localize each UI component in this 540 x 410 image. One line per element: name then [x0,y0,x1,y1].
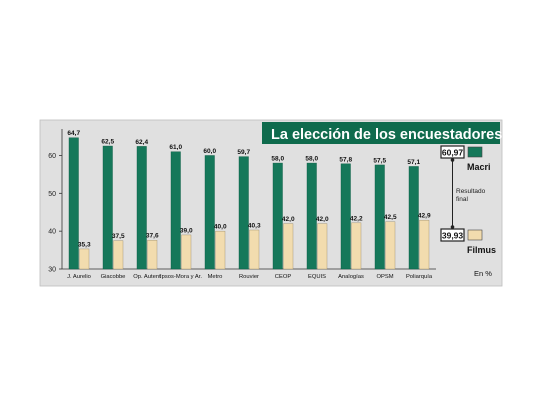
y-ticks: 30 40 50 60 [48,153,62,274]
filmus-result-box [440,228,465,242]
bar-macri [272,162,283,270]
filmus-result-value: 39,93 [442,231,464,241]
data-label-macri: 57,8 [339,156,352,163]
data-label-macri: 60,0 [203,148,216,155]
x-tick-label: J. Aurelio [67,274,91,280]
data-label-filmus: 35,3 [78,241,91,248]
final-result-label: Resultado final [456,188,487,203]
final-result-label-line-1: Resultado [456,188,486,195]
plot-area [62,129,436,269]
x-labels: J. Aurelio Giacobbe Op. Autent Ipsos-Mora y… [67,274,433,280]
data-label-filmus: 42,0 [282,216,295,223]
x-tick-label: CEOP [275,274,292,280]
y-tick-label: 30 [48,267,56,274]
bar-filmus [181,234,192,270]
data-label-filmus: 40,0 [214,224,227,231]
bar-filmus [317,223,328,270]
x-tick-label: Giacobbe [101,274,126,280]
data-label-filmus: 39,0 [180,227,193,234]
data-label-filmus: 37,6 [146,233,159,240]
bar-macri [136,146,147,270]
legend-swatch-macri [467,146,483,158]
chart-title: La elección de los encuestadores [271,127,502,143]
x-tick-label: Analogías [338,274,364,280]
y-tick-label: 60 [48,153,56,160]
y-tick-label: 40 [48,229,56,236]
legend-label-macri: Macri [467,162,491,172]
x-tick-label: OPSM [376,274,393,280]
data-label-macri: 57,5 [373,157,386,164]
bar-filmus [283,223,294,270]
bar-macri [306,162,317,270]
legend-label-filmus: Filmus [467,245,496,255]
bar-macri [374,164,385,270]
bar-macri [340,163,351,270]
legend-swatch-filmus [467,229,483,241]
x-tick-label: Ipsos-Mora y Ar. [160,274,202,280]
data-label-macri: 61,0 [169,144,182,151]
data-label-filmus: 37,5 [112,233,125,240]
data-label-macri: 58,0 [271,156,284,163]
data-label-macri: 64,7 [67,130,80,137]
x-tick-label: Metro [208,274,223,280]
bar-macri [170,151,181,270]
data-label-macri: 58,0 [305,156,318,163]
data-label-filmus: 42,2 [350,215,363,222]
bars [68,137,430,270]
final-result-label-line-2: final [456,196,468,203]
data-label-macri: 59,7 [237,149,250,156]
result-connector-dot-bottom [450,225,455,229]
bar-filmus [249,229,260,270]
data-label-filmus: 40,3 [248,223,261,230]
bar-filmus [419,219,430,270]
bar-filmus [79,248,90,270]
bar-filmus [385,221,396,270]
bar-filmus [147,240,158,270]
bar-macri [102,145,113,270]
data-label-filmus: 42,9 [418,213,431,220]
data-label-macri: 62,5 [101,139,114,146]
unit-label: En % [474,269,492,278]
bar-filmus [351,222,362,270]
result-connector-dot-top [450,158,455,162]
bar-filmus [113,240,124,270]
bar-labels: 64,7 35,3 62,5 37,5 62,4 37,6 61,0 39,0 60,0 40,0… [67,130,431,248]
data-label-filmus: 42,0 [316,216,329,223]
bar-macri [204,155,215,270]
y-tick-label: 50 [48,191,56,198]
x-tick-label: Op. Autent [133,274,161,280]
bar-macri [238,156,249,270]
data-label-macri: 62,4 [135,139,148,146]
bar-macri [408,166,419,270]
bar-macri [68,137,79,270]
x-tick-label: EQUIS [308,274,326,280]
x-tick-label: Poliarquía [406,274,433,280]
x-tick-label: Rouvier [239,274,259,280]
macri-result-value: 60,97 [442,148,464,158]
title-banner [262,122,500,144]
data-label-filmus: 42,5 [384,214,397,221]
data-label-macri: 57,1 [407,159,420,166]
bar-filmus [215,230,226,270]
